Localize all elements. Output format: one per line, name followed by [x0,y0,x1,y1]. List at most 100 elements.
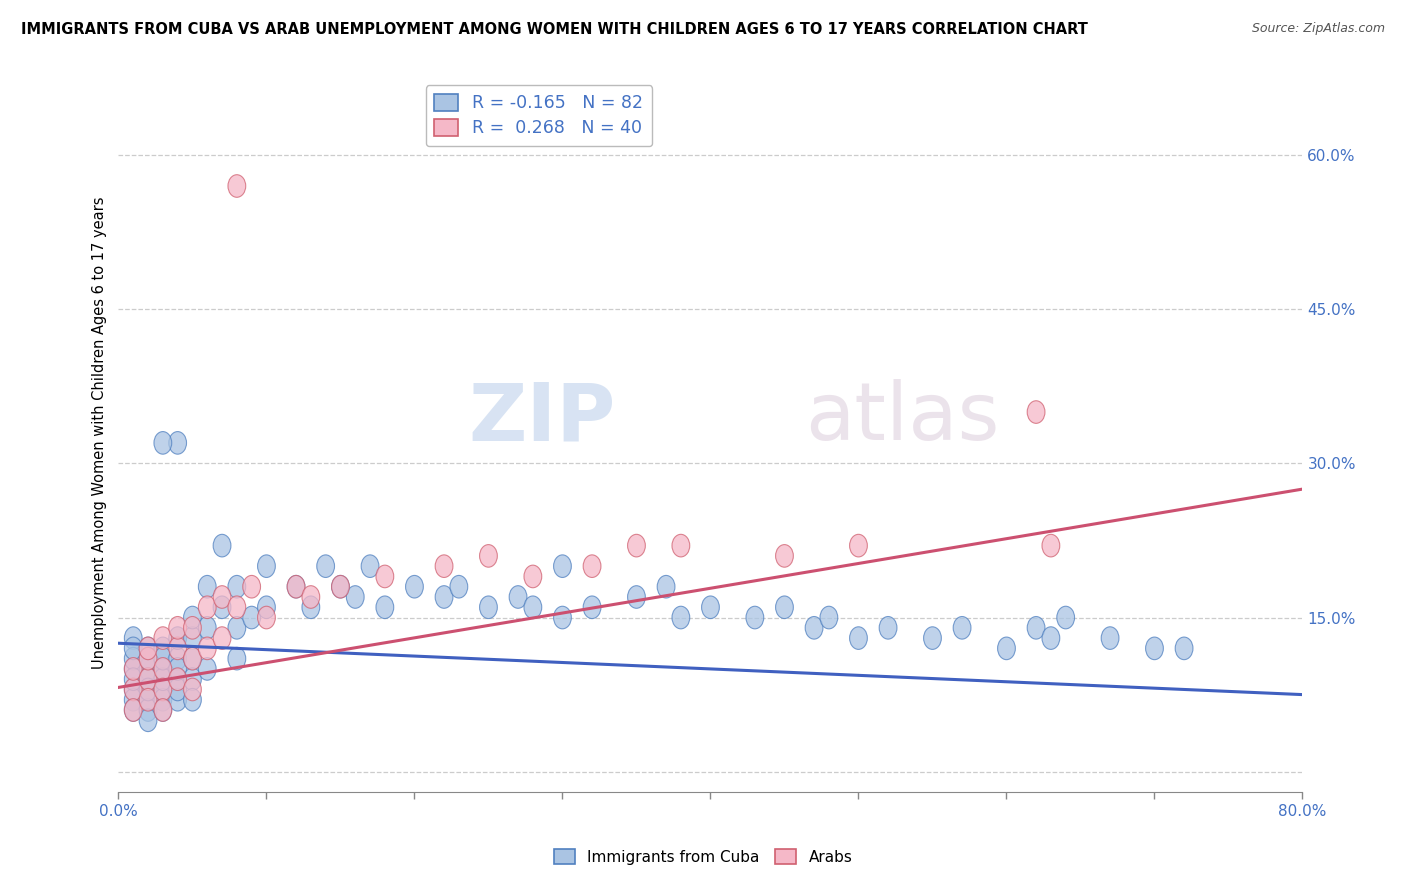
Ellipse shape [124,648,142,670]
Ellipse shape [375,596,394,618]
Ellipse shape [583,555,600,577]
Ellipse shape [879,616,897,640]
Ellipse shape [1042,534,1060,557]
Ellipse shape [124,689,142,711]
Ellipse shape [155,678,172,701]
Ellipse shape [214,627,231,649]
Text: atlas: atlas [806,379,1000,458]
Ellipse shape [1042,627,1060,649]
Ellipse shape [361,555,380,577]
Ellipse shape [479,596,498,618]
Ellipse shape [155,637,172,660]
Ellipse shape [124,678,142,701]
Ellipse shape [672,607,690,629]
Ellipse shape [228,596,246,618]
Ellipse shape [139,689,157,711]
Y-axis label: Unemployment Among Women with Children Ages 6 to 17 years: Unemployment Among Women with Children A… [93,196,107,669]
Text: IMMIGRANTS FROM CUBA VS ARAB UNEMPLOYMENT AMONG WOMEN WITH CHILDREN AGES 6 TO 17: IMMIGRANTS FROM CUBA VS ARAB UNEMPLOYMEN… [21,22,1088,37]
Ellipse shape [228,575,246,598]
Ellipse shape [214,534,231,557]
Ellipse shape [405,575,423,598]
Ellipse shape [139,678,157,701]
Ellipse shape [346,586,364,608]
Ellipse shape [198,596,217,618]
Ellipse shape [155,627,172,649]
Ellipse shape [316,555,335,577]
Ellipse shape [627,534,645,557]
Ellipse shape [820,607,838,629]
Ellipse shape [287,575,305,598]
Ellipse shape [524,566,541,588]
Ellipse shape [228,175,246,197]
Ellipse shape [1146,637,1163,660]
Ellipse shape [184,627,201,649]
Ellipse shape [672,534,690,557]
Ellipse shape [583,596,600,618]
Ellipse shape [198,616,217,640]
Ellipse shape [124,668,142,690]
Ellipse shape [776,545,793,567]
Ellipse shape [776,596,793,618]
Ellipse shape [124,637,142,660]
Ellipse shape [124,698,142,722]
Ellipse shape [198,657,217,681]
Ellipse shape [849,627,868,649]
Ellipse shape [155,432,172,454]
Ellipse shape [139,648,157,670]
Ellipse shape [657,575,675,598]
Ellipse shape [228,648,246,670]
Ellipse shape [139,648,157,670]
Ellipse shape [139,698,157,722]
Ellipse shape [155,678,172,701]
Ellipse shape [139,637,157,660]
Ellipse shape [155,698,172,722]
Ellipse shape [169,678,187,701]
Ellipse shape [554,555,571,577]
Ellipse shape [998,637,1015,660]
Ellipse shape [924,627,942,649]
Ellipse shape [124,678,142,701]
Ellipse shape [1028,616,1045,640]
Ellipse shape [198,575,217,598]
Ellipse shape [375,566,394,588]
Ellipse shape [747,607,763,629]
Ellipse shape [214,586,231,608]
Ellipse shape [1101,627,1119,649]
Ellipse shape [169,689,187,711]
Ellipse shape [554,607,571,629]
Ellipse shape [257,596,276,618]
Ellipse shape [155,689,172,711]
Ellipse shape [155,698,172,722]
Ellipse shape [198,637,217,660]
Ellipse shape [155,668,172,690]
Ellipse shape [214,596,231,618]
Ellipse shape [169,668,187,690]
Ellipse shape [139,689,157,711]
Ellipse shape [228,616,246,640]
Legend: Immigrants from Cuba, Arabs: Immigrants from Cuba, Arabs [547,843,859,871]
Ellipse shape [184,678,201,701]
Ellipse shape [257,555,276,577]
Ellipse shape [155,657,172,681]
Ellipse shape [184,648,201,670]
Ellipse shape [302,596,319,618]
Ellipse shape [509,586,527,608]
Ellipse shape [124,657,142,681]
Ellipse shape [169,657,187,681]
Ellipse shape [155,657,172,681]
Ellipse shape [806,616,823,640]
Ellipse shape [139,668,157,690]
Ellipse shape [124,627,142,649]
Ellipse shape [169,668,187,690]
Ellipse shape [184,668,201,690]
Ellipse shape [436,555,453,577]
Ellipse shape [243,575,260,598]
Ellipse shape [1175,637,1192,660]
Ellipse shape [332,575,349,598]
Ellipse shape [169,616,187,640]
Ellipse shape [184,607,201,629]
Ellipse shape [243,607,260,629]
Ellipse shape [436,586,453,608]
Ellipse shape [184,689,201,711]
Ellipse shape [184,616,201,640]
